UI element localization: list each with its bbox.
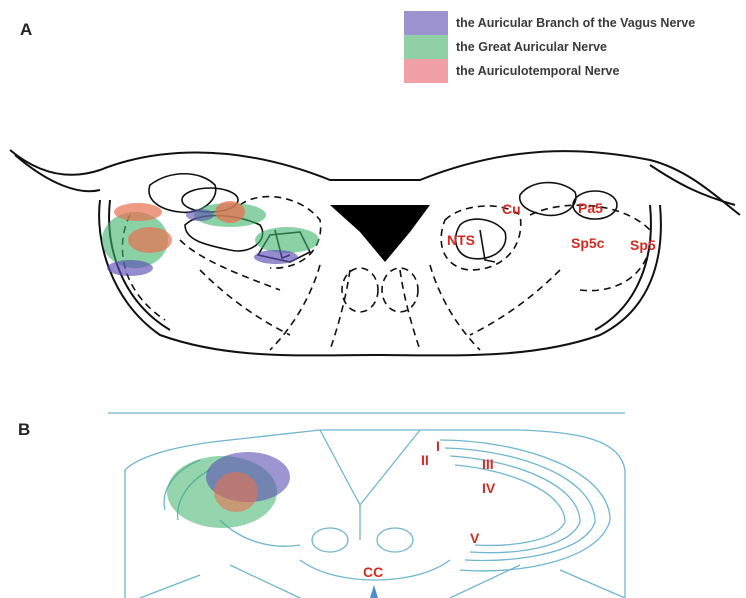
panel-b-label: B [18,420,31,439]
legend-item-great-auricular: the Great Auricular Nerve [404,35,695,59]
region-label-i: I [436,438,440,454]
fourth-ventricle [330,205,430,262]
legend-swatch-great-auricular [404,35,448,59]
region-label-v: V [470,530,480,546]
legend-item-auriculotemporal: the Auriculotemporal Nerve [404,59,695,83]
region-label-iv: IV [482,480,496,496]
region-label-cu: Cu [502,201,521,217]
region-label-ii: II [421,452,429,468]
panel-a-label: A [20,20,33,39]
region-label-nts: NTS [447,232,475,248]
projection-blobs-a [102,201,319,276]
region-label-cc: CC [363,564,384,580]
central-canal-mark [370,585,378,598]
region-label-iii: III [482,456,494,472]
legend-label-vagus: the Auricular Branch of the Vagus Nerve [456,16,696,30]
projection-blobs-b [167,452,290,528]
legend-swatch-auriculotemporal [404,59,448,83]
legend-item-vagus: the Auricular Branch of the Vagus Nerve [404,11,695,35]
legend-label-auriculotemporal: the Auriculotemporal Nerve [456,64,620,78]
legend: the Auricular Branch of the Vagus Nerve … [404,11,695,83]
region-label-sp5c: Sp5c [571,235,605,251]
region-label-sp5: Sp5 [630,237,656,253]
region-label-pa5: Pa5 [578,200,603,216]
legend-label-great-auricular: the Great Auricular Nerve [456,40,607,54]
legend-swatch-vagus [404,11,448,35]
